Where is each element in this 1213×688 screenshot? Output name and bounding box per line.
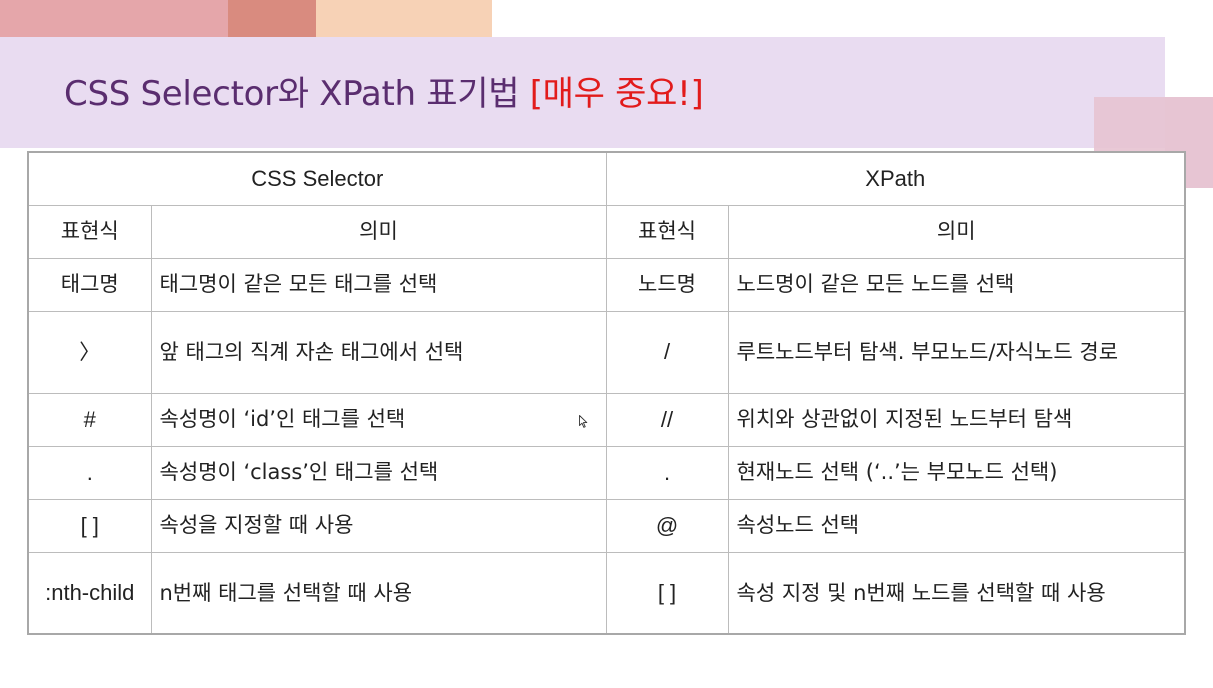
col-header-css-meaning: 의미 bbox=[150, 204, 607, 259]
title-main: CSS Selector와 XPath 표기법 bbox=[64, 74, 530, 114]
css-meaning-cell: 속성을 지정할 때 사용 bbox=[150, 498, 607, 553]
group-header-row: CSS Selector XPath bbox=[27, 151, 1186, 206]
selector-comparison-table: CSS Selector XPath 표현식 의미 표현식 의미 태그명 태그명… bbox=[27, 151, 1186, 635]
css-expr-cell: # bbox=[27, 392, 152, 447]
xpath-meaning-cell: 속성 지정 및 n번째 노드를 선택할 때 사용 bbox=[727, 551, 1186, 635]
col-header-xpath-expr: 표현식 bbox=[605, 204, 729, 259]
col-header-xpath-meaning: 의미 bbox=[727, 204, 1186, 259]
css-meaning-cell: n번째 태그를 선택할 때 사용 bbox=[150, 551, 607, 635]
css-expr-cell: 태그명 bbox=[27, 257, 152, 312]
xpath-expr-cell: @ bbox=[605, 498, 729, 553]
table-row: # 속성명이 ‘id’인 태그를 선택 // 위치와 상관없이 지정된 노드부터… bbox=[27, 392, 1186, 447]
xpath-meaning-cell: 루트노드부터 탐색. 부모노드/자식노드 경로 bbox=[727, 310, 1186, 394]
xpath-meaning-cell: 노드명이 같은 모든 노드를 선택 bbox=[727, 257, 1186, 312]
xpath-expr-cell: // bbox=[605, 392, 729, 447]
group-header-css: CSS Selector bbox=[27, 151, 607, 206]
css-meaning-cell: 속성명이 ‘id’인 태그를 선택 bbox=[150, 392, 607, 447]
css-expr-cell: 〉 bbox=[27, 310, 152, 394]
xpath-expr-cell: [ ] bbox=[605, 551, 729, 635]
column-header-row: 표현식 의미 표현식 의미 bbox=[27, 204, 1186, 259]
css-expr-cell: . bbox=[27, 445, 152, 500]
table-row: . 속성명이 ‘class’인 태그를 선택 . 현재노드 선택 (‘..’는 … bbox=[27, 445, 1186, 500]
xpath-expr-cell: . bbox=[605, 445, 729, 500]
table-row: [ ] 속성을 지정할 때 사용 @ 속성노드 선택 bbox=[27, 498, 1186, 553]
slide-title: CSS Selector와 XPath 표기법 [매우 중요!] bbox=[64, 66, 704, 115]
css-expr-cell: [ ] bbox=[27, 498, 152, 553]
table-row: 태그명 태그명이 같은 모든 태그를 선택 노드명 노드명이 같은 모든 노드를… bbox=[27, 257, 1186, 312]
css-meaning-cell: 속성명이 ‘class’인 태그를 선택 bbox=[150, 445, 607, 500]
xpath-meaning-cell: 위치와 상관없이 지정된 노드부터 탐색 bbox=[727, 392, 1186, 447]
title-emphasis: [매우 중요!] bbox=[529, 74, 704, 114]
xpath-expr-cell: 노드명 bbox=[605, 257, 729, 312]
css-meaning-cell: 앞 태그의 직계 자손 태그에서 선택 bbox=[150, 310, 607, 394]
mouse-cursor-icon bbox=[579, 415, 588, 428]
xpath-meaning-cell: 속성노드 선택 bbox=[727, 498, 1186, 553]
col-header-css-expr: 표현식 bbox=[27, 204, 152, 259]
xpath-meaning-cell: 현재노드 선택 (‘..’는 부모노드 선택) bbox=[727, 445, 1186, 500]
selector-table-container: CSS Selector XPath 표현식 의미 표현식 의미 태그명 태그명… bbox=[27, 151, 1186, 635]
xpath-expr-cell: / bbox=[605, 310, 729, 394]
css-expr-cell: :nth-child bbox=[27, 551, 152, 635]
table-row: :nth-child n번째 태그를 선택할 때 사용 [ ] 속성 지정 및 … bbox=[27, 551, 1186, 635]
css-meaning-cell: 태그명이 같은 모든 태그를 선택 bbox=[150, 257, 607, 312]
title-band bbox=[0, 37, 1165, 148]
group-header-xpath: XPath bbox=[605, 151, 1186, 206]
table-row: 〉 앞 태그의 직계 자손 태그에서 선택 / 루트노드부터 탐색. 부모노드/… bbox=[27, 310, 1186, 394]
